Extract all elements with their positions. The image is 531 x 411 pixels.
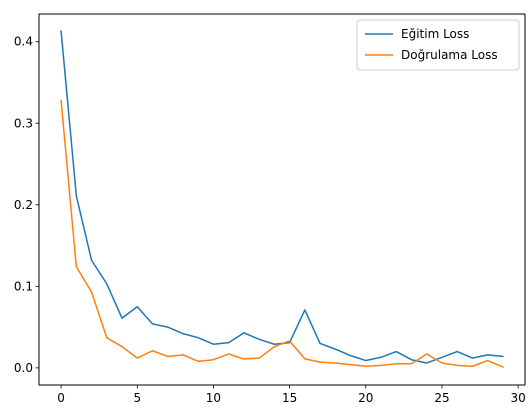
x-tick-label: 10 (206, 391, 221, 405)
x-tick-label: 20 (358, 391, 373, 405)
x-tick-label: 15 (282, 391, 297, 405)
plot-frame (38, 13, 526, 386)
y-tick-label: 0.0 (14, 361, 33, 375)
x-tick-label: 0 (57, 391, 65, 405)
y-tick-label: 0.3 (14, 116, 33, 130)
y-tick-label: 0.2 (14, 198, 33, 212)
legend-label: Doğrulama Loss (401, 48, 498, 62)
legend: Eğitim Loss Doğrulama Loss (356, 19, 520, 71)
validation-loss-line (60, 99, 504, 369)
y-tick-label: 0.4 (14, 35, 33, 49)
legend-label: Eğitim Loss (401, 27, 469, 41)
x-tick-label: 25 (434, 391, 449, 405)
plot-area (39, 14, 525, 385)
x-tick-label: 5 (133, 391, 141, 405)
x-tick-label: 30 (511, 391, 526, 405)
x-axis: 0 5 10 15 20 25 30 (57, 385, 526, 405)
series-layer (60, 30, 504, 369)
y-axis: 0.0 0.1 0.2 0.3 0.4 (14, 35, 39, 375)
legend-box (356, 19, 520, 71)
y-tick-label: 0.1 (14, 279, 33, 293)
